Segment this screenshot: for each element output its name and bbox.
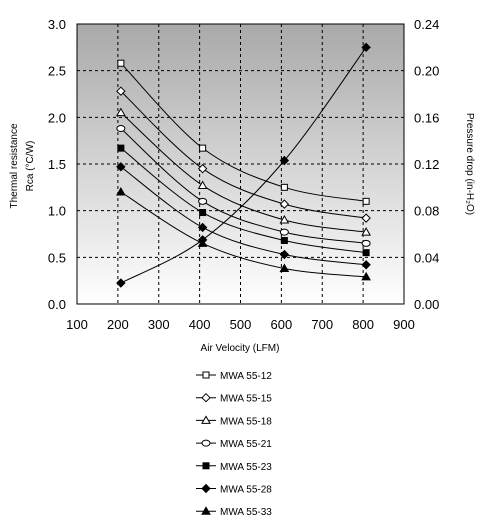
series-point [361,271,371,281]
series-point [362,249,370,257]
y-right-tick-label: 0.24 [414,17,439,32]
x-tick-label: 500 [230,317,252,332]
series-line [120,62,367,202]
series-point [198,197,208,205]
y-left-tick-label: 2.0 [48,110,66,125]
series-markers [116,42,371,288]
x-axis-title: Air Velocity (LFM) [201,343,280,354]
legend-marker [201,506,211,515]
y-left-tick-label: 0.0 [48,297,66,312]
series-line [120,166,367,266]
legend-label: MWA 55-21 [220,439,272,450]
legend-marker [202,371,210,379]
x-tick-labels: 100 200 300 400 500 600 700 800 900 [66,317,415,332]
y-left-tick-label: 2.5 [48,64,66,79]
series-point [116,162,126,172]
y-left-axis-title-line2: Rca (°C/W) [25,141,36,192]
series-point [361,239,371,247]
legend-marker [201,392,211,403]
series-point [116,186,126,196]
y-left-tick-label: 1.5 [48,157,66,172]
y-right-tick-label: 0.00 [414,297,439,312]
series-point [280,183,288,191]
y-right-tick-label: 0.20 [414,64,439,79]
y-left-axis-title-line1: Thermal resistance [9,123,20,208]
pressure-drop-point [197,235,208,245]
pressure-drop-point [361,42,371,53]
legend-label: MWA 55-15 [220,394,272,405]
legend-label: MWA 55-18 [220,416,272,427]
x-tick-label: 600 [271,317,293,332]
series-point [279,263,290,273]
legend-marker [201,415,211,424]
legend-label: MWA 55-12 [220,371,272,382]
y-left-tick-label: 0.5 [48,250,66,265]
series-point [361,260,371,270]
x-tick-label: 100 [66,317,88,332]
x-tick-label: 300 [148,317,170,332]
legend-label: MWA 55-28 [220,485,272,496]
plot-frame [76,23,405,305]
pressure-drop-point [116,278,126,288]
legend-marker [201,483,211,494]
x-tick-label: 800 [352,317,374,332]
series-point [361,227,371,236]
series-lines [120,47,367,284]
series-line [120,112,367,233]
y-right-tick-label: 0.16 [414,110,439,125]
series-point [362,197,370,205]
series-point [280,237,288,245]
y-left-tick-labels: 0.0 0.5 1.0 1.5 2.0 2.5 3.0 [48,17,66,312]
series-point [197,180,208,189]
series-point [197,222,208,233]
series-line [120,147,367,254]
series-point [197,163,208,174]
series-point [116,125,126,133]
series-point [279,199,290,209]
series-line [120,90,367,219]
y-right-tick-label: 0.04 [414,250,439,265]
x-tick-label: 700 [311,317,333,332]
series-line [120,128,367,244]
pressure-drop-line [120,47,367,284]
x-tick-label: 200 [107,317,129,332]
pressure-drop-point [279,155,290,166]
series-point [279,228,289,236]
series-point [199,144,207,152]
legend-marker [201,439,211,447]
y-right-tick-labels: 0.00 0.04 0.08 0.12 0.16 0.20 0.24 [414,17,439,312]
series-point [117,59,125,67]
series-line [120,191,367,278]
series-point [117,144,125,152]
legend-marker [202,462,210,470]
series-point [199,209,207,217]
y-right-axis-title: Pressure drop (in-H₂O) [464,113,475,215]
series-point [116,86,126,96]
y-right-tick-label: 0.12 [414,157,439,172]
legend: MWA 55-12 MWA 55-15 MWA 55-18 MWA 55-21 MWA … [196,371,272,518]
legend-label: MWA 55-23 [220,462,272,473]
series-point [116,107,126,117]
legend-label: MWA 55-33 [220,507,272,518]
y-left-tick-label: 1.0 [48,204,66,219]
series-point [279,214,290,224]
series-point [361,213,371,223]
y-right-tick-label: 0.08 [414,204,439,219]
series-point [279,249,290,260]
x-tick-label: 400 [189,317,211,332]
x-tick-label: 900 [393,317,415,332]
y-left-tick-label: 3.0 [48,17,66,32]
